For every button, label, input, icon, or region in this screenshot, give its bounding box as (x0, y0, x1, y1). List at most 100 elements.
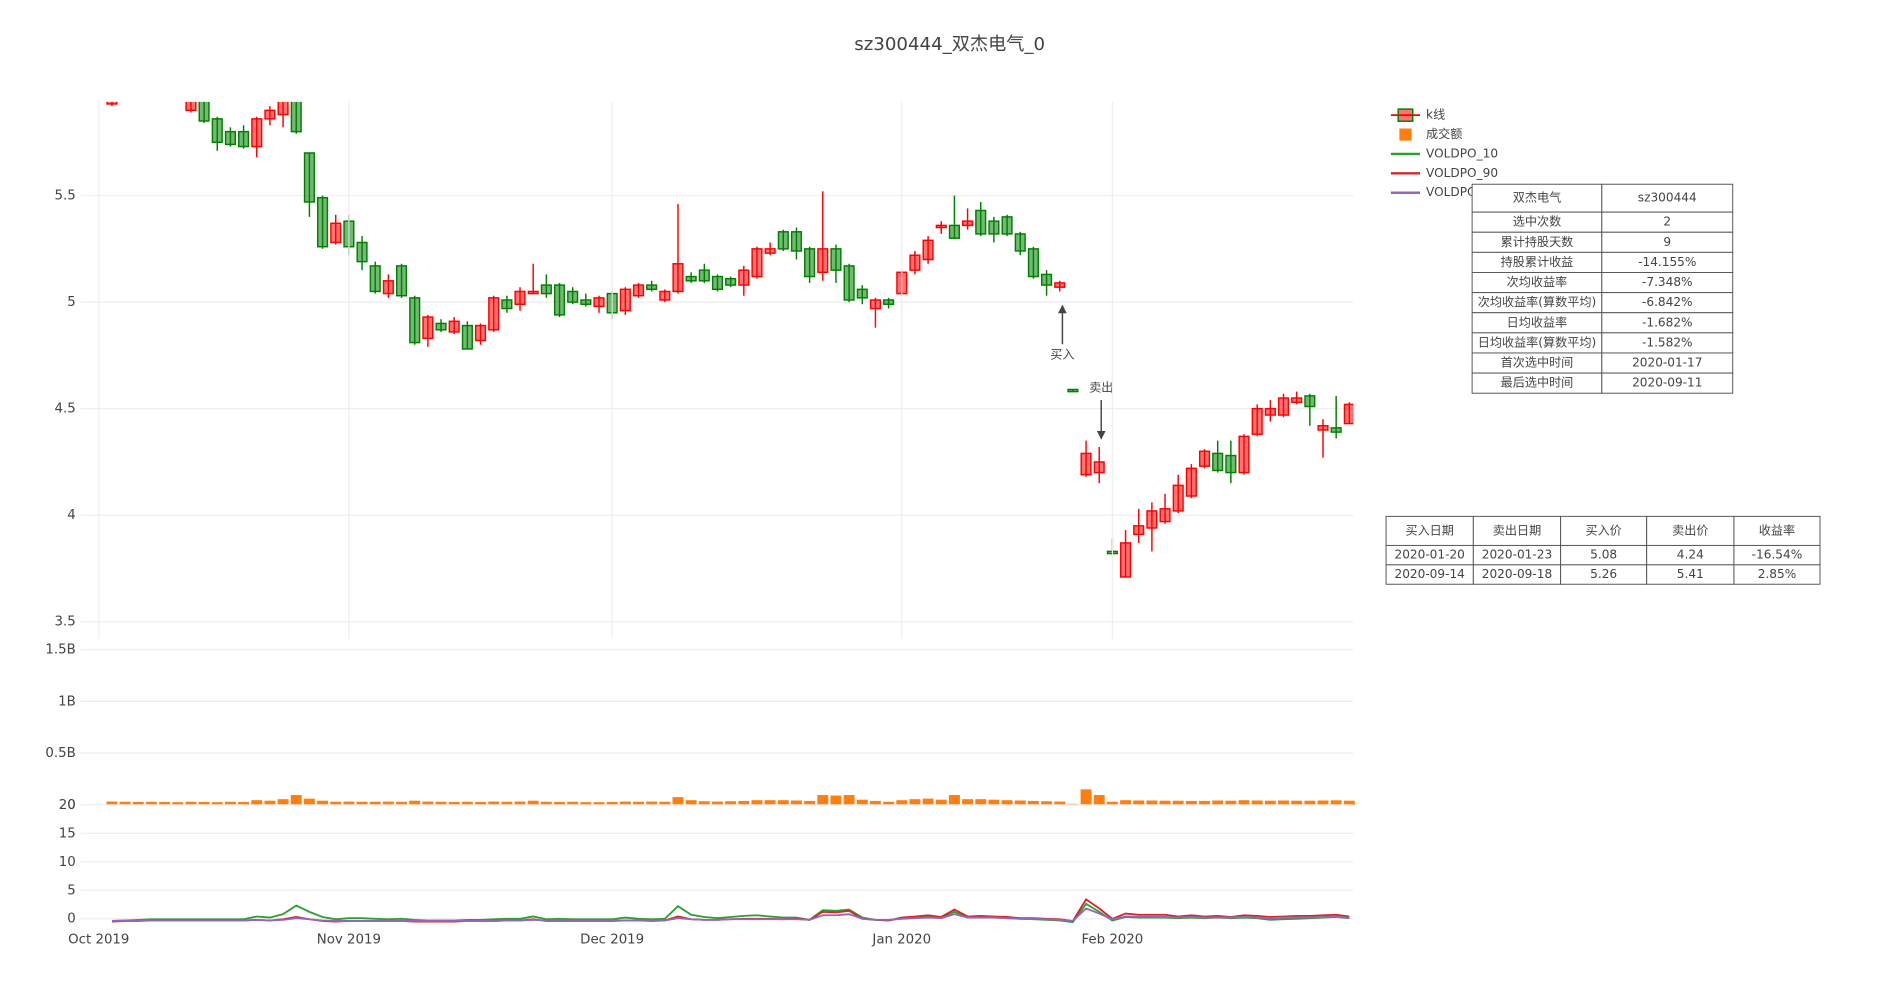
y-tick-label: 5 (67, 295, 75, 310)
table-text: 9 (1663, 235, 1671, 249)
candle-body (553, 284, 566, 316)
candle-body (1277, 397, 1290, 416)
bar (817, 795, 829, 805)
bar (567, 801, 579, 805)
candle-body (1238, 435, 1250, 474)
bar (1330, 800, 1342, 805)
bar (593, 802, 605, 805)
bar (962, 799, 974, 805)
bar (198, 801, 210, 805)
table-text: 次均收益率 (1507, 274, 1568, 289)
x-tick-label: Feb 2020 (1082, 932, 1144, 947)
bar (1343, 800, 1355, 805)
bar (725, 801, 737, 805)
bar (1146, 800, 1158, 805)
bar (1238, 800, 1250, 805)
bar (830, 795, 842, 805)
bar (1133, 800, 1145, 805)
candle-body (356, 241, 368, 263)
bar (1304, 800, 1316, 805)
y-tick-label: 0 (67, 912, 75, 927)
candle-body (303, 152, 315, 203)
bar (698, 801, 710, 805)
candle-body (106, 101, 118, 105)
candle-body (264, 109, 276, 120)
bar (369, 801, 381, 805)
bar (501, 801, 513, 805)
bar (777, 800, 789, 805)
candle-body (922, 239, 934, 261)
candles (106, 63, 1354, 578)
y-tick-label: 20 (59, 798, 76, 813)
candle-body (632, 284, 645, 297)
candle-body (1198, 450, 1211, 467)
candle-body (1119, 542, 1132, 578)
bar (869, 800, 881, 805)
bar (988, 799, 1000, 805)
candle-body (474, 324, 487, 342)
candle-body (659, 290, 671, 301)
table-cell (1733, 564, 1821, 585)
bar (1120, 800, 1132, 805)
candle-body (804, 248, 816, 278)
bar (159, 801, 171, 805)
y-tick-label: 3.5 (55, 615, 76, 630)
candle-body (1225, 454, 1237, 474)
table-text: 4.24 (1677, 548, 1704, 562)
table-text: 日均收益率 (1507, 314, 1568, 329)
bar (224, 801, 236, 805)
bar (738, 800, 750, 805)
bar (619, 801, 631, 805)
candle-body (725, 277, 737, 286)
candle-body (777, 231, 789, 250)
table-header-cell (1733, 515, 1821, 546)
candle-body (1001, 216, 1013, 235)
candle-body (975, 209, 987, 235)
bar (185, 801, 197, 805)
candle-body (147, 63, 157, 67)
y-tick-label: 5.5 (55, 189, 76, 204)
annotation: 卖出 (1089, 380, 1113, 394)
candle-body (1185, 467, 1197, 497)
candle-body (290, 101, 302, 133)
candle-body (751, 248, 763, 278)
table-header-cell (1472, 515, 1562, 546)
candle-body (238, 130, 250, 148)
table-text: -7.348% (1642, 275, 1693, 289)
bar (540, 801, 552, 805)
candle-body (790, 231, 803, 252)
table-header: 收益率 (1759, 522, 1795, 537)
bar (172, 802, 184, 805)
bar (975, 799, 987, 805)
bar (580, 802, 592, 805)
candle-body (698, 269, 710, 282)
bar (1054, 801, 1066, 805)
bar (317, 800, 329, 805)
bar (856, 799, 868, 805)
candle-body (448, 320, 460, 333)
table-text: 日均收益率(算数平均) (1478, 334, 1596, 349)
candle-body (173, 85, 183, 94)
table-text: 2020-09-11 (1632, 376, 1702, 390)
candle-body (711, 275, 724, 291)
candle-body (120, 72, 130, 78)
candle-body (935, 224, 947, 229)
bar (935, 799, 947, 805)
candle-body (580, 299, 592, 305)
bar (554, 801, 565, 805)
candle-body (1133, 525, 1145, 536)
bar (672, 797, 684, 805)
legend-label: k线 (1426, 108, 1445, 122)
table-text: 次均收益率(算数平均) (1478, 294, 1596, 309)
legend-icon (1397, 108, 1414, 122)
candle-body (1212, 452, 1224, 472)
candle-body (856, 288, 868, 299)
bar (1041, 801, 1053, 805)
candle-body (567, 290, 579, 303)
bar (461, 801, 473, 805)
bar (409, 800, 421, 805)
bar (1212, 800, 1224, 805)
candle-body (501, 299, 513, 310)
candle-body (330, 222, 342, 244)
